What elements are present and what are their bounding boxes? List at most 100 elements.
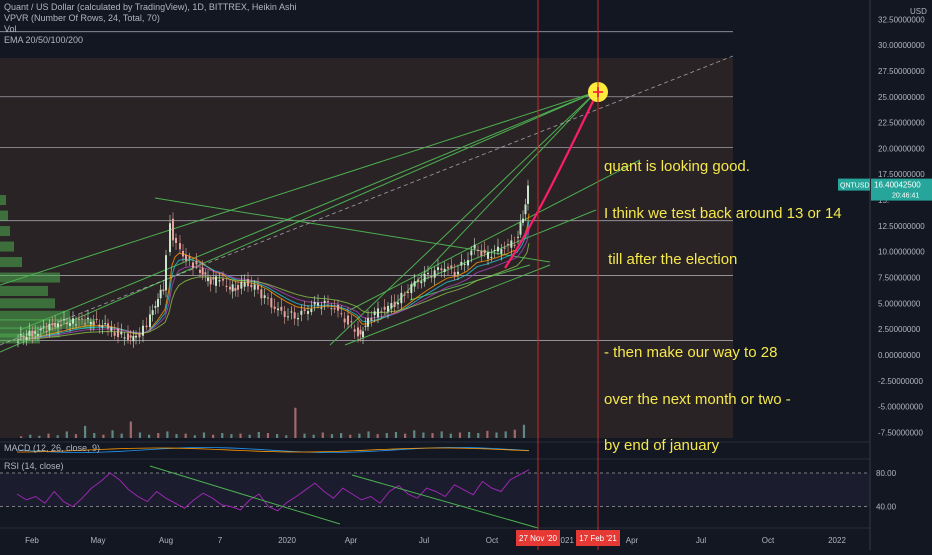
candle-body — [313, 301, 316, 305]
volume-bar — [468, 431, 471, 438]
candle-body — [159, 289, 162, 299]
candle-body — [377, 308, 379, 318]
macd-signal-line — [16, 447, 530, 453]
candle-body — [101, 325, 104, 328]
candle-body — [240, 281, 243, 289]
candle-body — [467, 260, 469, 266]
volume-bar — [477, 433, 480, 438]
date-tag-label: 17 Feb '21 — [579, 534, 617, 543]
time-tick-label: Jul — [696, 536, 706, 545]
candle-body — [350, 321, 353, 323]
time-tick-label: May — [90, 536, 105, 545]
candle-body — [347, 315, 349, 325]
volume-bar — [394, 431, 398, 438]
volume-bar — [458, 432, 462, 438]
macd-label[interactable]: MACD (12, 26, close, 9) — [4, 443, 101, 453]
candle-body — [407, 291, 409, 294]
candle-body — [19, 334, 22, 336]
price-tick-label: 22.50000000 — [878, 119, 925, 128]
channel-line — [0, 91, 597, 286]
legend-vol[interactable]: Vol — [4, 24, 17, 34]
volume-profile-bar — [0, 319, 95, 330]
candle-body — [129, 335, 132, 338]
candle-body — [25, 336, 28, 340]
candle-body — [237, 284, 239, 290]
candle-body — [182, 250, 184, 257]
candle-body — [95, 318, 98, 320]
candle-body — [218, 280, 221, 282]
legend-vpvr[interactable]: VPVR (Number Of Rows, 24, Total, 70) — [4, 13, 160, 23]
time-tick-label: 2022 — [828, 536, 846, 545]
volume-bar — [257, 431, 260, 438]
note-line: I think we test back around 13 or 14 — [604, 204, 842, 222]
candle-body — [517, 236, 519, 238]
rsi-label[interactable]: RSI (14, close) — [4, 461, 64, 471]
candle-body — [362, 331, 364, 338]
legend-title[interactable]: Quant / US Dollar (calculated by Trading… — [4, 2, 297, 12]
rsi-band — [0, 473, 870, 507]
candle-body — [297, 317, 299, 320]
projection-path — [504, 94, 597, 269]
volume-profile-bar — [0, 195, 6, 206]
plot-area — [0, 58, 733, 438]
volume-bar — [38, 435, 41, 438]
volume-bar — [413, 430, 416, 438]
volume-bar — [129, 421, 132, 438]
candle-body — [283, 311, 286, 318]
volume-bar — [303, 433, 306, 438]
price-tick-label: 27.50000000 — [878, 67, 925, 76]
candle-body — [42, 326, 45, 328]
candle-body — [253, 284, 256, 290]
volume-bar — [212, 434, 215, 438]
volume-bar — [111, 430, 114, 438]
price-badge-value: 16.40042500 — [874, 181, 921, 190]
rsi-tick-label: 80.00 — [876, 469, 897, 478]
candle-body — [260, 289, 263, 299]
rsi-line — [16, 469, 530, 512]
price-axis[interactable]: USD37.5000000035.0000000032.5000000030.0… — [838, 0, 932, 550]
channel-line — [409, 209, 597, 286]
time-tick-label: Jul — [419, 536, 429, 545]
candle-body — [423, 273, 426, 282]
volume-profile-bar — [0, 257, 22, 268]
candle-body — [300, 310, 303, 315]
candle-body — [234, 287, 237, 291]
price-tick-label: 0.00000000 — [878, 351, 921, 360]
macd-pane — [16, 447, 530, 453]
note-line: over the next month or two - — [604, 390, 791, 408]
price-tick-label: 25.00000000 — [878, 93, 925, 102]
legend-ema[interactable]: EMA 20/50/100/200 — [4, 35, 84, 45]
candle-body — [327, 301, 329, 303]
volume-bar — [193, 435, 196, 438]
candle-body — [31, 330, 34, 337]
candle-body — [500, 249, 503, 254]
price-tick-label: 17.50000000 — [878, 170, 925, 179]
candle-body — [343, 318, 346, 323]
candle-body — [433, 270, 436, 278]
volume-bar — [486, 430, 489, 438]
candle-body — [507, 244, 509, 246]
volume-bars — [20, 407, 526, 438]
candle-body — [373, 311, 376, 316]
candle-body — [273, 306, 276, 309]
candle-body — [290, 311, 293, 313]
candle-body — [483, 249, 486, 254]
candle-body — [45, 330, 48, 332]
volume-bar — [449, 433, 452, 438]
candle-body — [78, 318, 80, 320]
volume-bar — [56, 435, 59, 438]
volume-bar — [367, 431, 370, 438]
note-line — [604, 299, 842, 315]
candle-body — [48, 323, 51, 331]
date-tag-bg — [576, 530, 620, 546]
candle-body — [145, 325, 148, 328]
symbol-badge-text: QNTUSD — [840, 183, 870, 190]
candle-body — [303, 309, 306, 311]
candle-body — [123, 337, 126, 339]
candle-body — [60, 324, 62, 327]
time-axis[interactable]: Feb May Aug 7 2020 Apr Jul Oct 2021 Apr Jul Oct 2022 — [25, 536, 846, 545]
candle-body — [460, 261, 463, 266]
candle-body — [397, 302, 399, 305]
